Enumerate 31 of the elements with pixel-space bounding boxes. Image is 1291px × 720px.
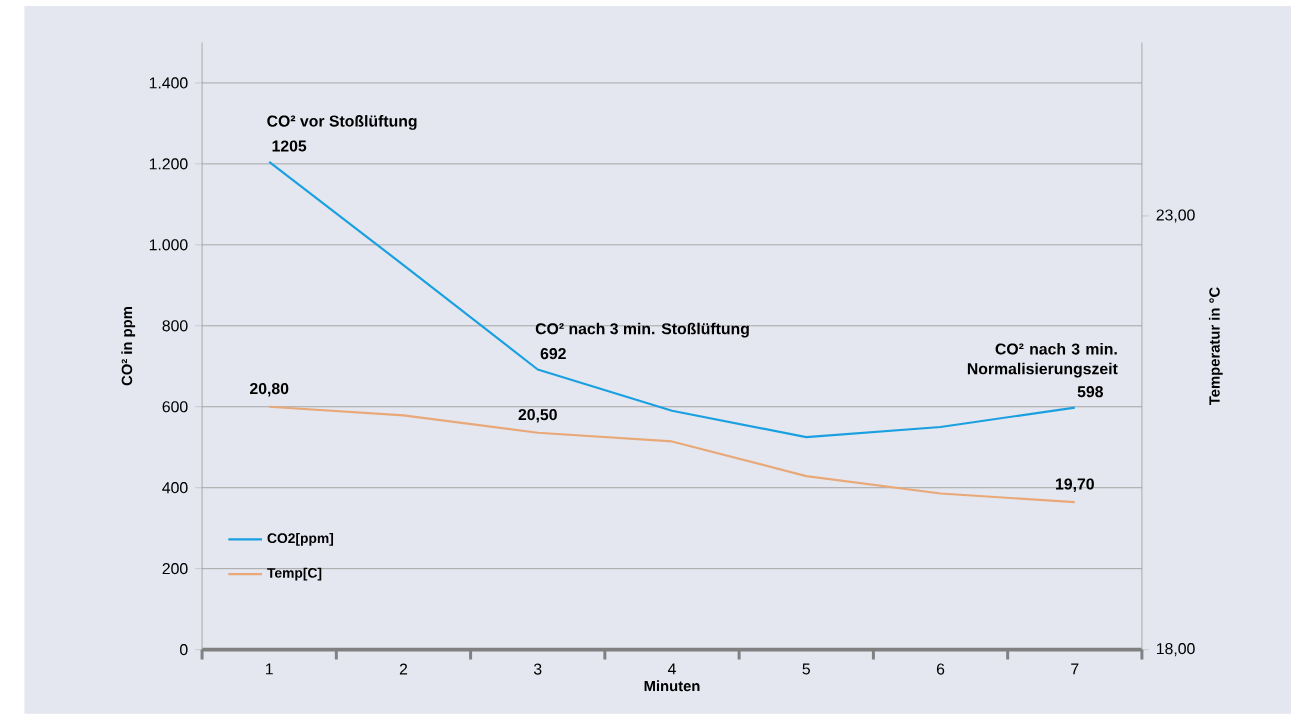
x-tick-label: 2 (399, 663, 408, 675)
y-tick-label: 1.200 (149, 158, 188, 170)
y2-tick-label: 23,00 (1156, 209, 1195, 223)
annotation: CO² nach 3 min. Stoßlüftung (535, 322, 749, 338)
x-tick-label: 7 (1071, 663, 1079, 675)
y-tick-label: 800 (162, 320, 188, 332)
x-tick-label: 5 (802, 663, 810, 675)
data-label: 1205 (272, 140, 307, 152)
y2-tick-label: 18,00 (1157, 643, 1195, 657)
legend-label: Temp[C] (267, 567, 322, 581)
data-label: 692 (540, 348, 566, 360)
x-tick-label: 1 (266, 663, 273, 675)
data-label: 20,80 (250, 383, 289, 397)
y-tick-label: 200 (162, 563, 188, 575)
x-tick-label: 3 (533, 663, 542, 675)
x-tick-label: 4 (667, 663, 676, 675)
data-label: 598 (1077, 386, 1104, 398)
y-tick-label: 0 (180, 644, 188, 656)
y-tick-label: 1.000 (149, 239, 188, 251)
annotation: CO² nach 3 min. Normalisierungszeit (967, 343, 1118, 378)
annotation: CO² vor Stoßlüftung (267, 115, 417, 131)
y-tick-label: 1.400 (149, 77, 188, 89)
data-label: 20,50 (518, 409, 557, 423)
y2-axis-title: Temperatur in °C (1208, 287, 1223, 406)
legend-label: CO2[ppm] (267, 533, 334, 546)
data-label: 19,70 (1056, 478, 1094, 493)
y-tick-label: 400 (162, 482, 188, 494)
y-axis-title: CO² in ppm (121, 307, 136, 386)
y-tick-label: 600 (162, 401, 188, 413)
x-tick-label: 6 (936, 663, 945, 675)
x-axis-title: Minuten (644, 680, 700, 692)
